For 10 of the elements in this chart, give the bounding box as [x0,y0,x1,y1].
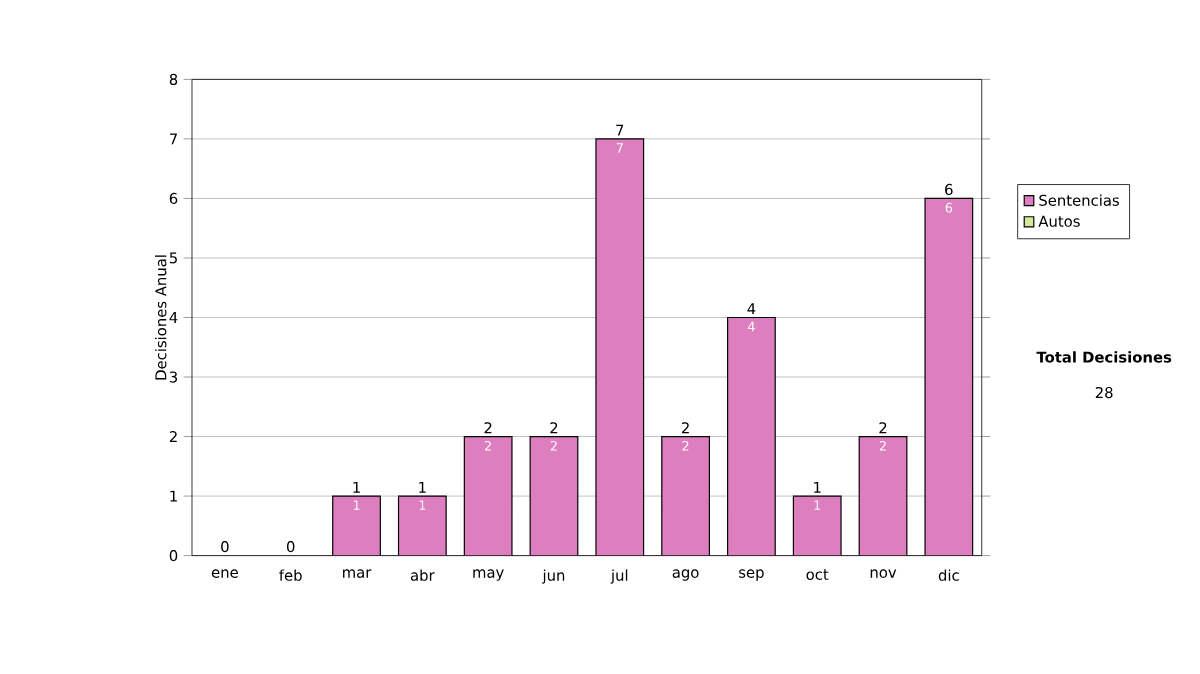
bar [661,436,710,556]
bar [727,317,776,556]
bar [793,495,842,556]
bar [332,495,381,556]
bar [464,436,512,556]
bar [530,436,578,556]
bar [924,197,974,556]
bar [595,138,644,556]
bar [398,495,447,556]
bar [859,436,907,556]
